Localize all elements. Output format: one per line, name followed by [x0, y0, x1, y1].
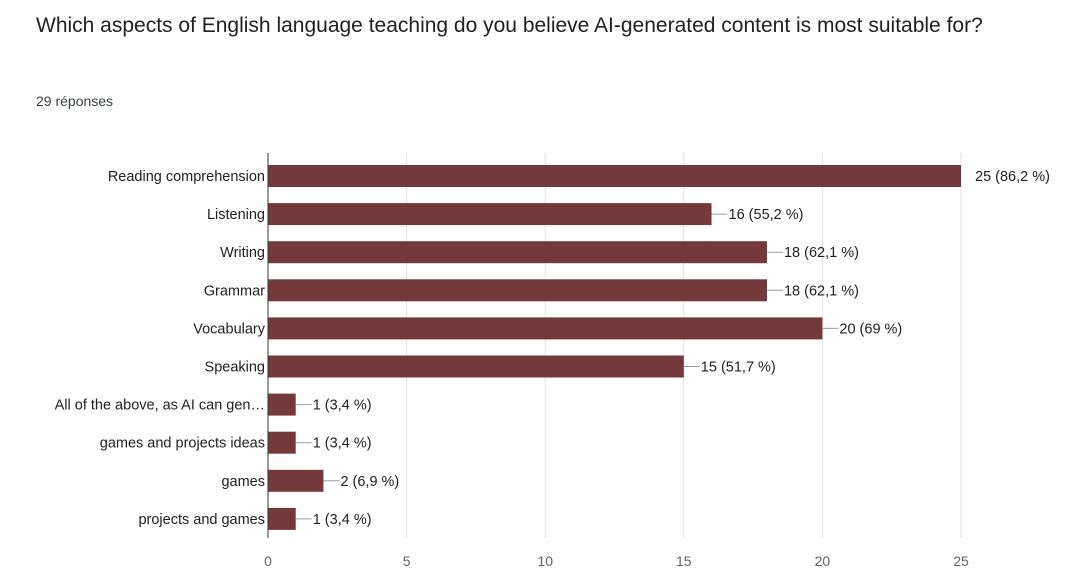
data-label: 25 (86,2 %) — [975, 169, 1050, 185]
bars — [268, 165, 961, 530]
bar — [268, 469, 324, 492]
category-label: Writing — [220, 245, 265, 261]
bar — [268, 203, 712, 226]
bar — [268, 279, 767, 302]
data-label: 15 (51,7 %) — [701, 360, 776, 376]
category-label: Grammar — [204, 283, 265, 299]
data-label: 1 (3,4 %) — [313, 398, 372, 414]
data-label: 1 (3,4 %) — [313, 436, 372, 452]
bar — [268, 241, 767, 264]
category-label: Speaking — [205, 360, 265, 376]
x-axis-ticks: 0 5 10 15 20 25 — [264, 553, 969, 569]
bar — [268, 507, 296, 530]
bar — [268, 393, 296, 416]
category-label: Vocabulary — [193, 321, 265, 337]
data-label: 2 (6,9 %) — [340, 474, 399, 490]
category-label: projects and games — [138, 512, 265, 528]
data-label: 18 (62,1 %) — [784, 245, 859, 261]
response-count: 29 réponses — [36, 93, 114, 109]
x-tick-label: 10 — [537, 553, 553, 569]
data-label: 16 (55,2 %) — [729, 207, 804, 223]
x-tick-label: 5 — [403, 553, 411, 569]
x-tick-label: 20 — [815, 553, 831, 569]
x-tick-label: 0 — [264, 553, 272, 569]
data-label: 1 (3,4 %) — [313, 512, 372, 528]
bar — [268, 165, 961, 187]
data-label: 20 (69 %) — [839, 321, 902, 337]
question-title: Which aspects of English language teachi… — [36, 14, 983, 37]
bar — [268, 431, 296, 454]
category-label: games and projects ideas — [100, 436, 265, 452]
category-label: Listening — [207, 207, 265, 223]
x-tick-label: 25 — [953, 553, 969, 569]
category-label: All of the above, as AI can gen… — [55, 398, 265, 414]
bar — [268, 355, 684, 378]
data-label: 18 (62,1 %) — [784, 283, 859, 299]
bar — [268, 317, 823, 340]
category-label: games — [221, 474, 265, 490]
labels: Reading comprehension 25 (86,2 %) Listenin… — [55, 169, 1050, 528]
category-label: Reading comprehension — [108, 169, 265, 185]
x-tick-label: 15 — [676, 553, 692, 569]
